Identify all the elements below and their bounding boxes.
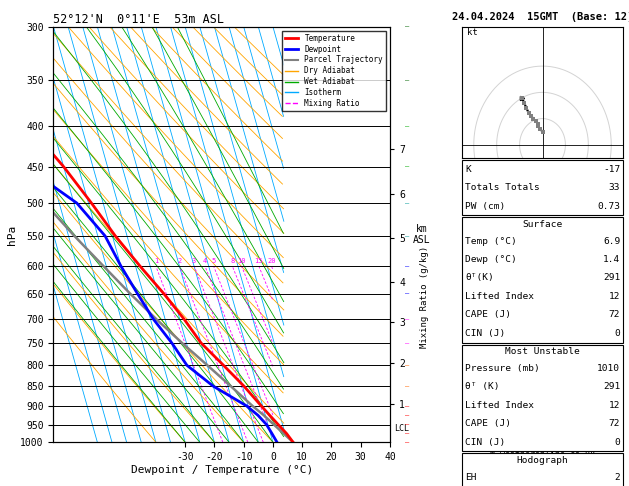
- Text: Temp (°C): Temp (°C): [465, 237, 517, 245]
- Text: 24.04.2024  15GMT  (Base: 12): 24.04.2024 15GMT (Base: 12): [452, 12, 629, 22]
- Text: Totals Totals: Totals Totals: [465, 183, 540, 192]
- Text: 291: 291: [603, 274, 620, 282]
- Text: —: —: [406, 233, 409, 239]
- Text: 20: 20: [267, 258, 276, 264]
- Text: 5: 5: [211, 258, 216, 264]
- Text: —: —: [406, 164, 409, 170]
- Text: Pressure (mb): Pressure (mb): [465, 364, 540, 373]
- Text: 52°12'N  0°11'E  53m ASL: 52°12'N 0°11'E 53m ASL: [53, 13, 225, 26]
- Y-axis label: hPa: hPa: [8, 225, 18, 244]
- Text: LCL: LCL: [394, 424, 409, 434]
- Text: -17: -17: [603, 165, 620, 174]
- Text: 10: 10: [237, 258, 246, 264]
- Text: —: —: [406, 340, 409, 346]
- Y-axis label: km
ASL: km ASL: [413, 224, 430, 245]
- Text: —: —: [406, 123, 409, 129]
- Text: —: —: [406, 24, 409, 30]
- Text: 6.9: 6.9: [603, 237, 620, 245]
- Text: 291: 291: [603, 382, 620, 391]
- Text: Dewp (°C): Dewp (°C): [465, 255, 517, 264]
- Text: 2: 2: [615, 473, 620, 482]
- Text: CAPE (J): CAPE (J): [465, 311, 511, 319]
- Text: 33: 33: [609, 183, 620, 192]
- Text: Mixing Ratio (g/kg): Mixing Ratio (g/kg): [420, 246, 429, 348]
- Text: —: —: [406, 383, 409, 389]
- Text: K: K: [465, 165, 471, 174]
- Text: CIN (J): CIN (J): [465, 438, 506, 447]
- Text: PW (cm): PW (cm): [465, 202, 506, 210]
- Text: 0: 0: [615, 329, 620, 338]
- Text: 1.4: 1.4: [603, 255, 620, 264]
- Text: Most Unstable: Most Unstable: [505, 347, 580, 356]
- Text: 72: 72: [609, 311, 620, 319]
- Text: 0.73: 0.73: [597, 202, 620, 210]
- Text: θᵀ (K): θᵀ (K): [465, 382, 500, 391]
- Text: 8: 8: [230, 258, 235, 264]
- Text: Lifted Index: Lifted Index: [465, 401, 535, 410]
- Text: 3: 3: [192, 258, 196, 264]
- Text: —: —: [406, 362, 409, 368]
- Text: EH: EH: [465, 473, 477, 482]
- Text: —: —: [406, 263, 409, 269]
- Text: 4: 4: [203, 258, 207, 264]
- Text: Lifted Index: Lifted Index: [465, 292, 535, 301]
- Text: 12: 12: [609, 292, 620, 301]
- Text: Hodograph: Hodograph: [516, 456, 569, 465]
- Text: —: —: [406, 200, 409, 206]
- Text: 2: 2: [177, 258, 182, 264]
- Text: Surface: Surface: [523, 220, 562, 229]
- X-axis label: Dewpoint / Temperature (°C): Dewpoint / Temperature (°C): [131, 465, 313, 475]
- Text: 72: 72: [609, 419, 620, 428]
- Text: —: —: [406, 77, 409, 83]
- Text: CIN (J): CIN (J): [465, 329, 506, 338]
- Text: —: —: [406, 291, 409, 296]
- Text: CAPE (J): CAPE (J): [465, 419, 511, 428]
- Text: 1: 1: [153, 258, 158, 264]
- Legend: Temperature, Dewpoint, Parcel Trajectory, Dry Adiabat, Wet Adiabat, Isotherm, Mi: Temperature, Dewpoint, Parcel Trajectory…: [282, 31, 386, 111]
- Text: © weatheronline.co.uk: © weatheronline.co.uk: [490, 450, 595, 459]
- Text: 12: 12: [609, 401, 620, 410]
- Text: —: —: [406, 316, 409, 322]
- Text: θᵀ(K): θᵀ(K): [465, 274, 494, 282]
- Text: —: —: [406, 412, 409, 418]
- Text: 1010: 1010: [597, 364, 620, 373]
- Text: 0: 0: [615, 438, 620, 447]
- Text: —: —: [406, 421, 409, 428]
- Text: 15: 15: [255, 258, 263, 264]
- Text: —: —: [406, 431, 409, 436]
- Text: kt: kt: [467, 28, 477, 36]
- Text: —: —: [406, 439, 409, 445]
- Text: —: —: [406, 403, 409, 409]
